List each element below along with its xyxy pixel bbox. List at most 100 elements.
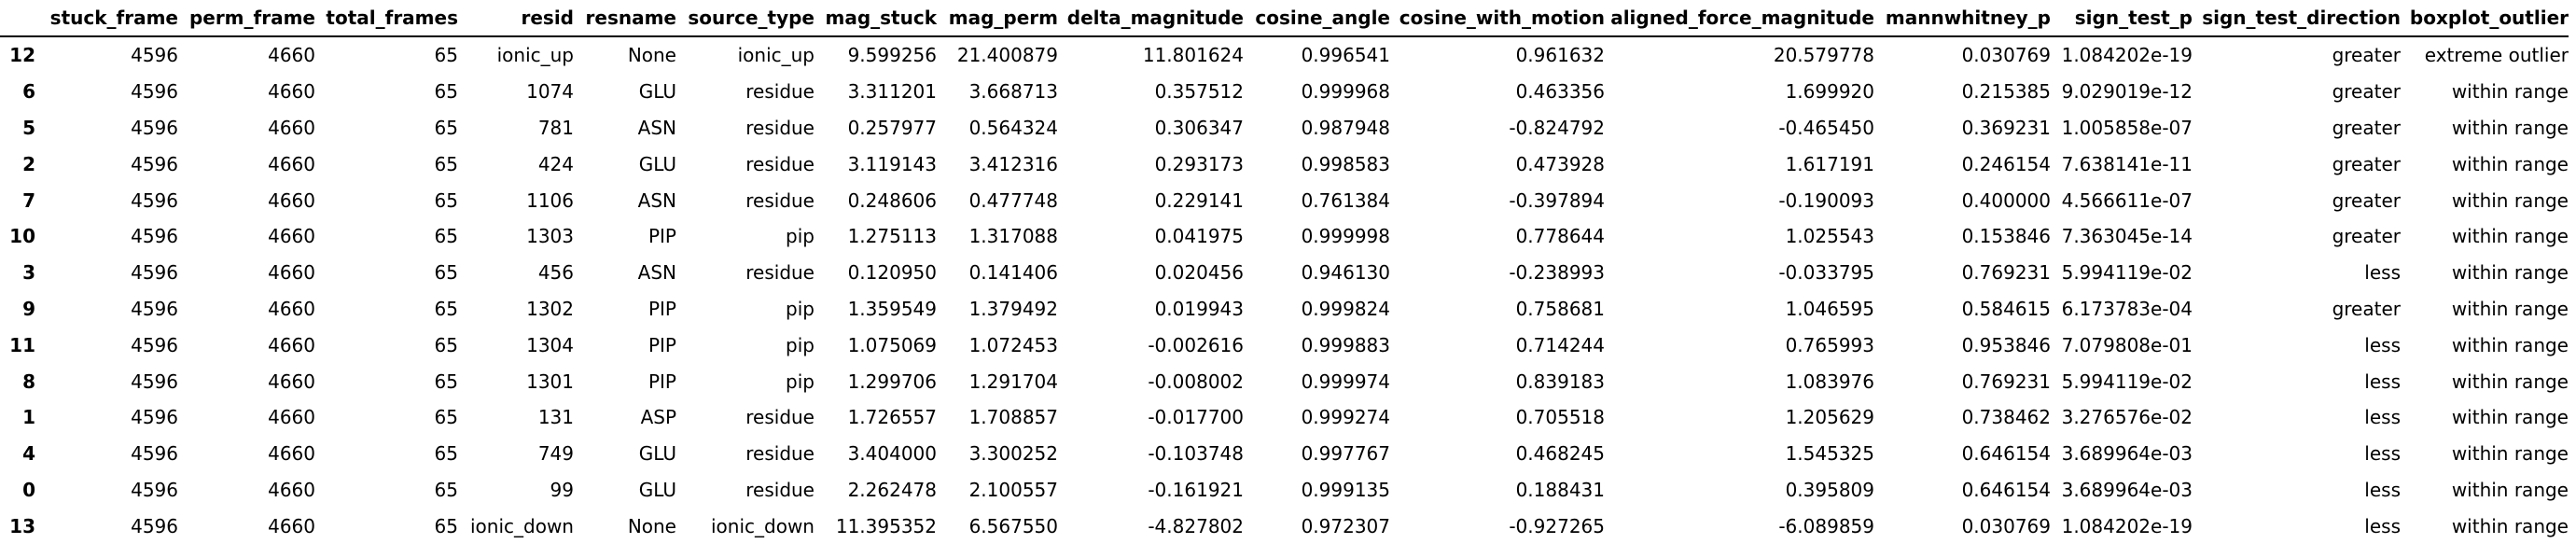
table-row: 2 4596 4660 65 424 GLU residue 3.119143 3.412316… (0, 146, 2569, 182)
table-cell: 11.395352 (835, 514, 937, 537)
table-cell: residue (745, 152, 815, 175)
row-index: 3 (22, 261, 35, 285)
table-cell: 0.293173 (1154, 152, 1244, 175)
table-cell: greater (2332, 44, 2401, 67)
row-index: 1 (22, 406, 35, 429)
column-header: boxplot_outlier (2401, 0, 2569, 37)
column-header: resname (574, 0, 676, 37)
column-header: source_type (676, 0, 815, 37)
table-cell: GLU (638, 442, 676, 466)
table-cell: 65 (434, 442, 458, 466)
table-cell: 65 (434, 333, 458, 356)
table-cell: PIP (647, 297, 676, 320)
table-cell: 4.566611e-07 (2061, 188, 2193, 212)
table-cell: 0.999274 (1301, 406, 1390, 429)
table-cell: None (627, 514, 676, 537)
table-cell: 65 (434, 80, 458, 104)
table-cell: 1.084202e-19 (2061, 44, 2193, 67)
row-index: 13 (9, 514, 35, 537)
table-cell: ionic_down (470, 514, 574, 537)
table-cell: less (2364, 514, 2401, 537)
table-cell: within range (2451, 225, 2569, 248)
table-cell: 11.801624 (1142, 44, 1244, 67)
table-cell: 1.299706 (847, 370, 937, 393)
table-cell: 0.738462 (1961, 406, 2051, 429)
table-cell: 1.075069 (847, 333, 937, 356)
table-cell: 0.778644 (1515, 225, 1605, 248)
table-cell: 1.046595 (1785, 297, 1874, 320)
table-cell: within range (2451, 152, 2569, 175)
table-cell: 4660 (268, 297, 315, 320)
table-cell: ASN (637, 116, 676, 139)
table-cell: 0.468245 (1515, 442, 1605, 466)
table-cell: 1.617191 (1785, 152, 1874, 175)
table-cell: -0.008002 (1148, 370, 1244, 393)
table-cell: residue (745, 261, 815, 285)
table-cell: 0.999135 (1301, 478, 1390, 501)
table-cell: 1.072453 (968, 333, 1058, 356)
row-index: 2 (22, 152, 35, 175)
table-cell: 21.400879 (956, 44, 1058, 67)
table-cell: 1.379492 (968, 297, 1058, 320)
table-cell: 3.300252 (968, 442, 1058, 466)
table-cell: 3.412316 (968, 152, 1058, 175)
table-cell: 0.999883 (1301, 333, 1390, 356)
table-row: 11 4596 4660 65 1304 PIP pip 1.075069 1.072453 -0… (0, 327, 2569, 363)
column-header: cosine_angle (1244, 0, 1390, 37)
header-row: stuck_frame perm_frame total_frames resid re… (0, 0, 2569, 37)
table-cell: greater (2332, 80, 2401, 104)
table-cell: 1302 (526, 297, 574, 320)
table-cell: -0.927265 (1509, 514, 1605, 537)
table-cell: within range (2451, 442, 2569, 466)
table-cell: 9.599256 (847, 44, 937, 67)
column-header: sign_test_direction (2193, 0, 2401, 37)
table-cell: 0.473928 (1515, 152, 1605, 175)
table-cell: 749 (537, 442, 574, 466)
table-cell: 65 (434, 297, 458, 320)
column-header: cosine_with_motion (1390, 0, 1605, 37)
table-cell: within range (2451, 116, 2569, 139)
column-header: total_frames (315, 0, 458, 37)
table-cell: 3.276576e-02 (2061, 406, 2193, 429)
table-cell: 2.262478 (847, 478, 937, 501)
table-cell: 0.020456 (1154, 261, 1244, 285)
table-cell: 1106 (526, 188, 574, 212)
column-header: stuck_frame (39, 0, 178, 37)
table-cell: 0.564324 (968, 116, 1058, 139)
table-cell: GLU (638, 80, 676, 104)
table-cell: 65 (434, 514, 458, 537)
table-row: 6 4596 4660 65 1074 GLU residue 3.311201 3.66871… (0, 74, 2569, 110)
table-cell: 1074 (526, 80, 574, 104)
table-cell: 4596 (131, 297, 178, 320)
table-cell: 3.404000 (847, 442, 937, 466)
table-cell: 4660 (268, 478, 315, 501)
table-cell: residue (745, 80, 815, 104)
table-cell: 0.714244 (1515, 333, 1605, 356)
table-cell: 0.030769 (1961, 44, 2051, 67)
table-cell: 5.994119e-02 (2061, 261, 2193, 285)
table-cell: residue (745, 406, 815, 429)
table-cell: 3.689964e-03 (2061, 478, 2193, 501)
table-cell: 4660 (268, 188, 315, 212)
table-cell: 65 (434, 370, 458, 393)
row-index: 4 (22, 442, 35, 466)
table-cell: within range (2451, 406, 2569, 429)
table-cell: pip (786, 225, 815, 248)
table-row: 10 4596 4660 65 1303 PIP pip 1.275113 1.317088 0.… (0, 218, 2569, 255)
table-cell: 4660 (268, 406, 315, 429)
table-cell: 1.699920 (1785, 80, 1874, 104)
table-cell: pip (786, 333, 815, 356)
table-cell: -0.190093 (1778, 188, 1874, 212)
table-cell: 4596 (131, 188, 178, 212)
table-cell: 0.769231 (1961, 370, 2051, 393)
table-row: 8 4596 4660 65 1301 PIP pip 1.299706 1.291704 -0.… (0, 363, 2569, 399)
table-cell: 0.999824 (1301, 297, 1390, 320)
table-cell: PIP (647, 333, 676, 356)
table-cell: 0.257977 (847, 116, 937, 139)
table-cell: extreme outlier (2424, 44, 2569, 67)
table-row: 4 4596 4660 65 749 GLU residue 3.404000 3.300252… (0, 436, 2569, 472)
table-cell: 0.997767 (1301, 442, 1390, 466)
table-cell: less (2364, 478, 2401, 501)
table-cell: less (2364, 370, 2401, 393)
table-cell: ASN (637, 261, 676, 285)
